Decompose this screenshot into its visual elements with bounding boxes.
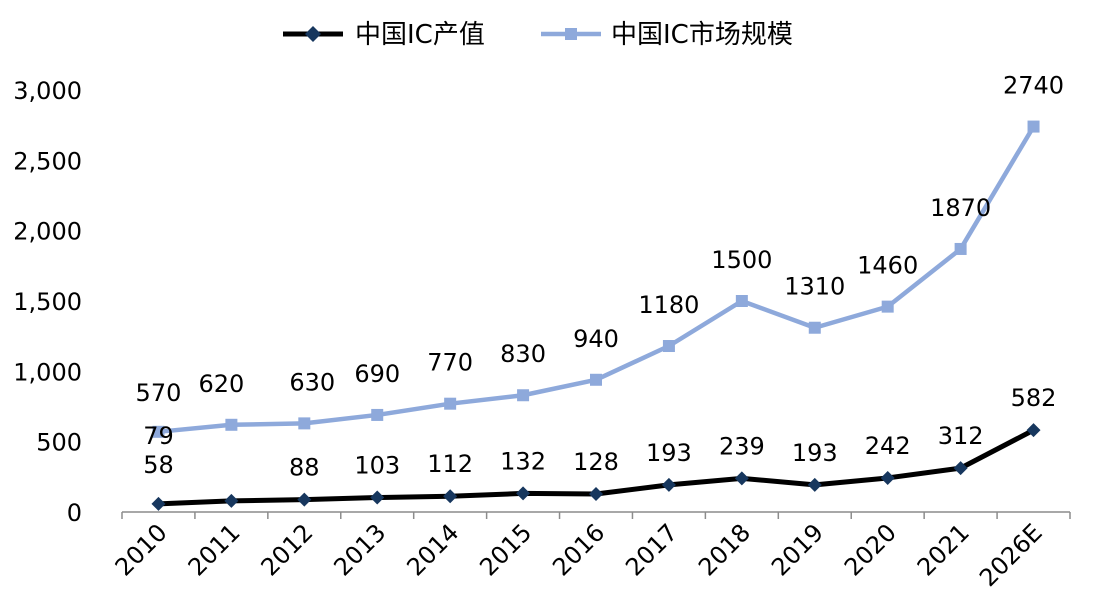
x-tick-label: 2011 (183, 518, 246, 581)
data-label: 2740 (1003, 72, 1064, 100)
data-label: 128 (573, 448, 619, 476)
x-tick-label: 2017 (620, 518, 683, 581)
data-point (444, 397, 457, 410)
x-tick-label: 2020 (839, 518, 902, 581)
data-label: 88 (289, 454, 320, 482)
data-point (371, 408, 384, 421)
data-label: 582 (1011, 384, 1057, 412)
y-tick-label: 2,000 (13, 218, 82, 246)
y-tick-label: 2,500 (13, 147, 82, 175)
data-point (370, 490, 385, 505)
y-tick-label: 0 (67, 499, 82, 527)
legend: 中国IC产值 中国IC市场规模 (283, 20, 793, 50)
data-point (881, 300, 894, 313)
data-point (516, 486, 531, 501)
data-label: 1500 (711, 246, 772, 274)
legend-label: 中国IC市场规模 (611, 20, 793, 50)
y-tick-label: 500 (36, 429, 82, 457)
y-tick-label: 3,000 (13, 77, 82, 105)
data-label: 112 (427, 450, 473, 478)
x-tick-label: 2016 (547, 518, 610, 581)
data-point (954, 242, 967, 255)
data-label: 630 (289, 368, 335, 396)
data-point (225, 418, 238, 431)
data-point (443, 489, 458, 504)
data-point (953, 461, 968, 476)
series-layer (151, 120, 1041, 511)
legend-marker (305, 26, 321, 42)
data-label: 242 (865, 432, 911, 460)
data-point (151, 496, 166, 511)
data-label: 940 (573, 325, 619, 353)
x-axis: 2010 2011 2012 2013 2014 2015 2016 2017 2018 2019… (110, 511, 1071, 592)
x-tick-label: 2026E (974, 518, 1048, 592)
data-label: 103 (354, 452, 400, 480)
data-label: 570 (136, 379, 182, 407)
data-point (1027, 120, 1040, 133)
data-label: 1460 (857, 252, 918, 280)
data-label: 312 (938, 422, 984, 450)
data-point (297, 492, 312, 507)
data-label: 239 (719, 432, 765, 460)
data-label: 132 (500, 447, 546, 475)
data-label: 193 (792, 439, 838, 467)
data-point (661, 477, 676, 492)
legend-marker (565, 28, 577, 40)
data-label: 193 (646, 439, 692, 467)
data-point (734, 471, 749, 486)
data-point (590, 373, 602, 386)
data-point (880, 470, 895, 485)
x-tick-label: 2014 (401, 518, 464, 581)
data-point (735, 295, 748, 307)
legend-label: 中国IC产值 (355, 20, 485, 50)
x-tick-label: 2012 (256, 518, 319, 581)
data-point (807, 477, 822, 492)
data-label: 79 (143, 422, 174, 450)
data-point (517, 389, 530, 402)
x-tick-label: 2018 (693, 518, 756, 581)
data-point (1026, 423, 1041, 438)
data-label: 58 (143, 451, 174, 479)
y-tick-label: 1,000 (13, 358, 82, 386)
x-tick-label: 2015 (474, 518, 537, 581)
y-tick-label: 1,500 (13, 288, 82, 316)
x-tick-label: 2021 (912, 518, 975, 581)
data-point (589, 486, 603, 501)
data-point (224, 493, 239, 508)
data-label: 690 (354, 360, 400, 388)
data-point (298, 417, 311, 430)
data-point (662, 340, 675, 353)
x-tick-label: 2019 (766, 518, 829, 581)
data-label: 1870 (930, 194, 991, 222)
data-label: 620 (198, 370, 244, 398)
data-label: 770 (427, 349, 473, 377)
y-axis: 0 500 1,000 1,500 2,000 2,500 3,000 (13, 77, 82, 527)
x-tick-label: 2010 (110, 518, 173, 581)
data-point (808, 321, 821, 334)
data-label: 1310 (784, 273, 845, 301)
data-point (152, 425, 165, 438)
x-tick-label: 2013 (328, 518, 391, 581)
data-label: 830 (500, 340, 546, 368)
data-label: 1180 (638, 291, 699, 319)
